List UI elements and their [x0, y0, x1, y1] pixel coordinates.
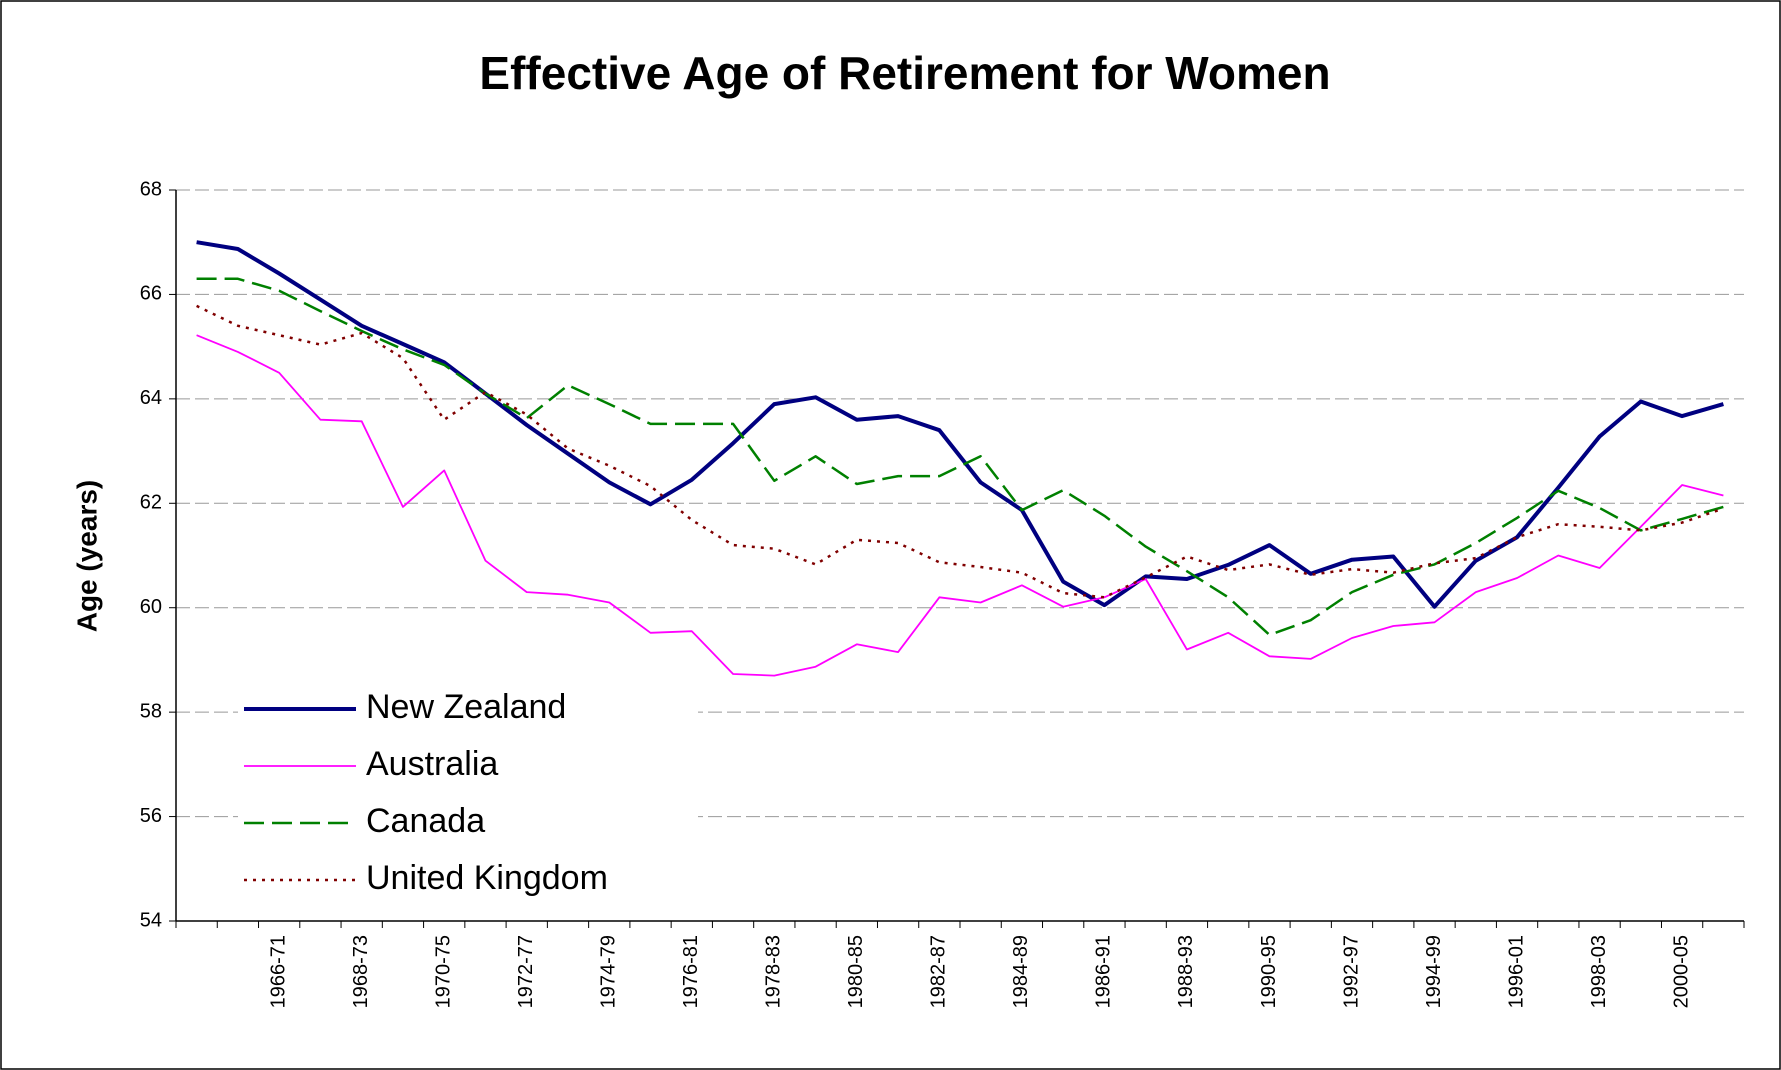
- x-tick-label: 1974-79: [598, 935, 620, 1008]
- x-tick-label: 1996-01: [1505, 935, 1527, 1008]
- x-tick-label: 1982-87: [928, 935, 950, 1008]
- x-tick-label: 1992-97: [1340, 935, 1362, 1008]
- x-tick-label: 1998-03: [1588, 935, 1610, 1008]
- chart-title: Effective Age of Retirement for Women: [479, 47, 1330, 99]
- legend-label: Canada: [366, 802, 485, 840]
- x-tick-label: 1976-81: [680, 935, 702, 1008]
- x-tick-label: 2000-05: [1670, 935, 1692, 1008]
- legend-label: United Kingdom: [366, 859, 608, 897]
- x-tick-label: 1980-85: [845, 935, 867, 1008]
- y-tick-label: 54: [140, 909, 162, 931]
- x-tick-label: 1984-89: [1010, 935, 1032, 1008]
- x-tick-label: 1990-95: [1258, 935, 1280, 1008]
- x-tick-label: 1966-71: [267, 935, 289, 1008]
- x-tick-label: 1978-83: [763, 935, 785, 1008]
- x-tick-label: 1968-73: [350, 935, 372, 1008]
- y-tick-label: 58: [140, 700, 162, 722]
- series-line: [196, 240, 1724, 609]
- x-tick-label: 1972-77: [515, 935, 537, 1008]
- x-tick-label: 1986-91: [1093, 935, 1115, 1008]
- y-tick-label: 64: [140, 387, 162, 409]
- x-tick-label: 1988-93: [1175, 935, 1197, 1008]
- y-tick-label: 56: [140, 805, 162, 827]
- y-tick-label: 62: [140, 492, 162, 514]
- y-axis-label: Age (years): [71, 480, 102, 633]
- x-tick-label: 1970-75: [432, 935, 454, 1008]
- series-line: [196, 334, 1724, 677]
- x-tick-label: 1994-99: [1423, 935, 1445, 1008]
- legend-box: [238, 681, 698, 913]
- legend-label: Australia: [366, 745, 498, 783]
- series-line: [196, 277, 1724, 637]
- y-tick-label: 68: [140, 178, 162, 200]
- legend-label: New Zealand: [366, 688, 566, 726]
- y-tick-label: 66: [140, 283, 162, 305]
- y-tick-label: 60: [140, 596, 162, 618]
